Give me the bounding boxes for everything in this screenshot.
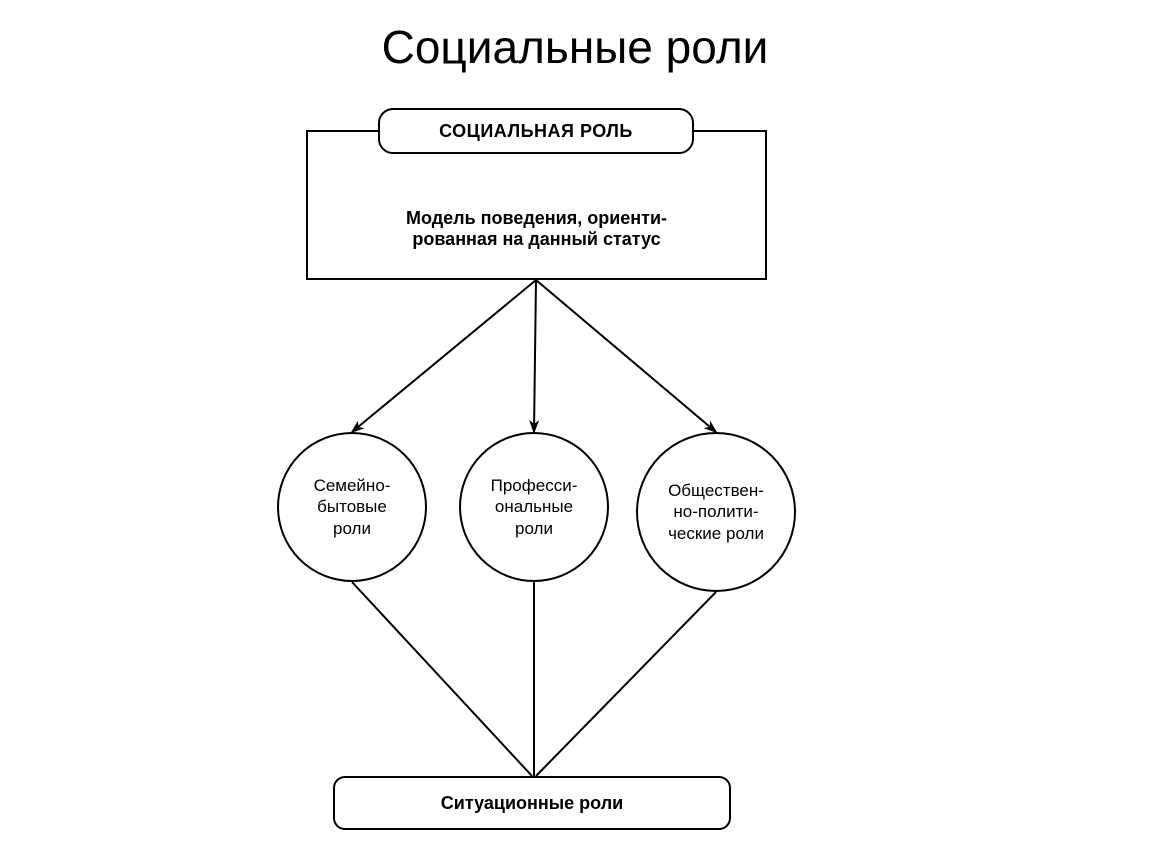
circle-center-line1: Професси- xyxy=(491,475,578,496)
circle-left-line2: бытовые xyxy=(314,496,391,517)
circle-center-line3: роли xyxy=(491,518,578,539)
header-box: СОЦИАЛЬНАЯ РОЛЬ xyxy=(378,108,694,154)
bottom-box: Ситуационные роли xyxy=(333,776,731,830)
circle-right-line3: ческие роли xyxy=(668,523,764,544)
circle-professional-roles: Професси- ональные роли xyxy=(459,432,609,582)
circle-right-line1: Обществен- xyxy=(668,480,764,501)
circle-right-line2: но-полити- xyxy=(668,501,764,522)
circle-center-line2: ональные xyxy=(491,496,578,517)
header-text: СОЦИАЛЬНАЯ РОЛЬ xyxy=(439,121,633,142)
circle-family-roles: Семейно- бытовые роли xyxy=(277,432,427,582)
circle-political-roles: Обществен- но-полити- ческие роли xyxy=(636,432,796,592)
circle-left-line1: Семейно- xyxy=(314,475,391,496)
bottom-text: Ситуационные роли xyxy=(441,793,623,814)
diagram-container: Модель поведения, ориенти- рованная на д… xyxy=(0,0,1150,864)
circle-left-line3: роли xyxy=(314,518,391,539)
